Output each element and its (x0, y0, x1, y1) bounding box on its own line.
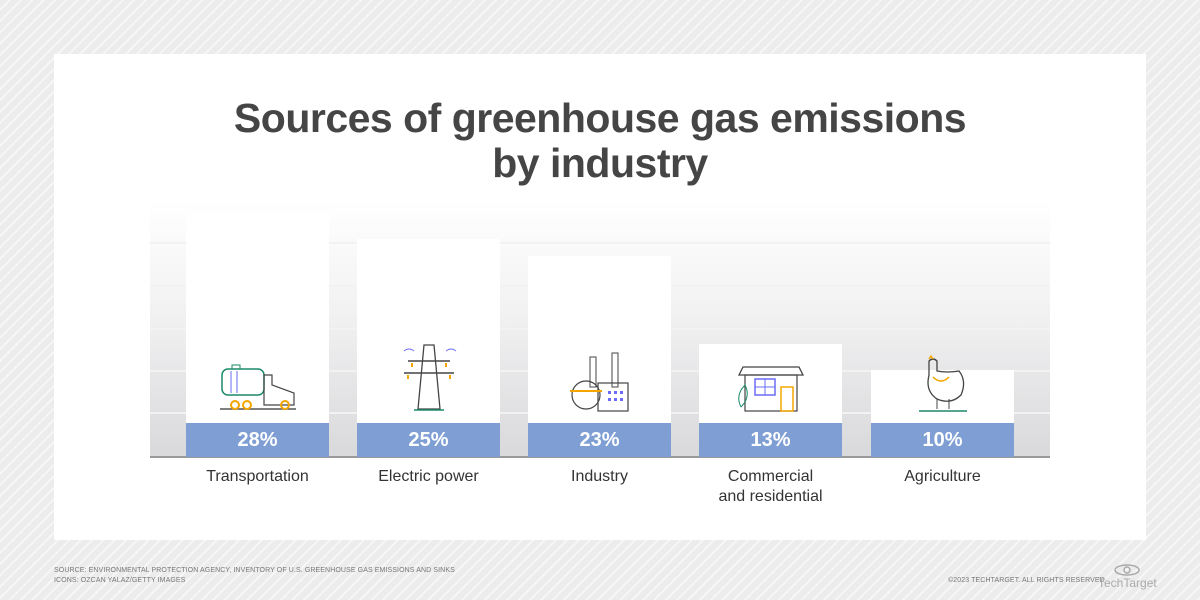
category-label-line: and residential (718, 488, 823, 505)
category-label: Agriculture (863, 467, 1023, 487)
chart-title: Sources of greenhouse gas emissions by i… (0, 96, 1200, 186)
category-label: Transportation (178, 467, 338, 487)
bar-commercial-and-residential: 13% (699, 343, 842, 457)
category-label: Commercial and residential (691, 467, 851, 507)
source-note: SOURCE: ENVIRONMENTAL PROTECTION AGENCY,… (54, 567, 455, 574)
title-line-1: Sources of greenhouse gas emissions (233, 95, 967, 141)
category-label: Industry (520, 467, 680, 487)
house-icon (699, 357, 842, 413)
baseline (150, 456, 1050, 458)
copyright: ©2023 TECHTARGET. ALL RIGHTS RESERVED (948, 577, 1105, 584)
data-label: 28% (186, 422, 329, 457)
bar-agriculture: 10% (871, 354, 1014, 457)
category-label-line: Commercial (727, 468, 814, 485)
power-pylon-icon (357, 343, 500, 413)
eye-icon (1114, 564, 1141, 576)
category-label-line: Agriculture (904, 468, 981, 485)
title-line-2: by industry (492, 140, 708, 186)
data-label: 23% (528, 422, 671, 457)
bar-transportation: 28% (186, 212, 329, 457)
techtarget-logo: TechTarget (1098, 562, 1157, 590)
bar-industry: 23% (528, 256, 671, 457)
icons-credit: ICONS: OZCAN YALAZ/GETTY IMAGES (54, 577, 186, 584)
category-label-line: Industry (571, 468, 628, 485)
factory-icon (528, 351, 671, 413)
logo-text: TechTarget (1098, 576, 1157, 590)
bar-electric-power: 25% (357, 239, 500, 457)
gridline (150, 242, 1050, 244)
data-label: 10% (871, 422, 1014, 457)
chicken-icon (871, 354, 1014, 413)
category-label: Electric power (349, 467, 509, 487)
tanker-truck-icon (186, 361, 329, 413)
data-label: 25% (357, 423, 500, 457)
data-label: 13% (699, 422, 842, 457)
category-label-line: Electric power (378, 468, 479, 485)
category-label-line: Transportation (206, 468, 309, 485)
